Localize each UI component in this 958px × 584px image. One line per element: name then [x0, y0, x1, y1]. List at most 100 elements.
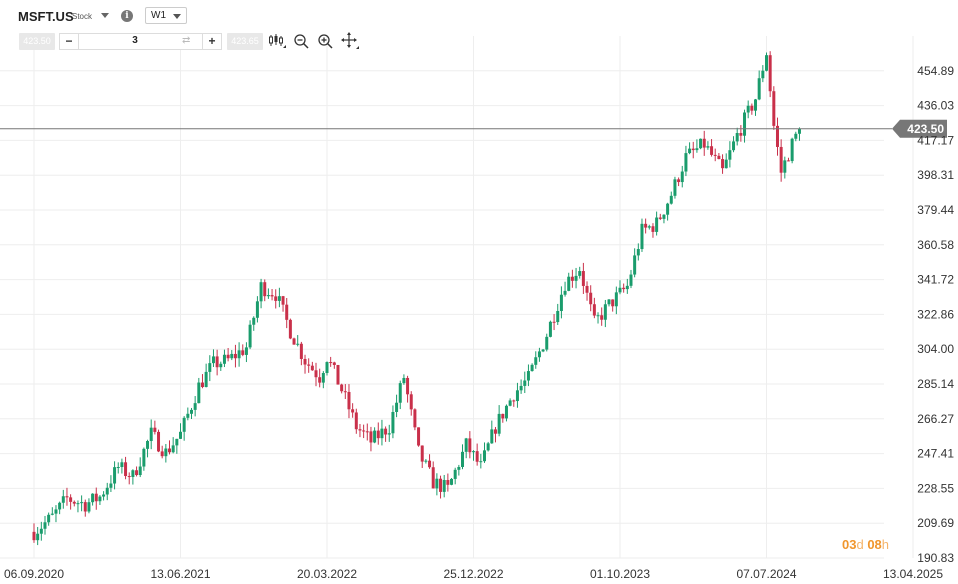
candle-body: [292, 338, 296, 345]
candle-body: [409, 394, 413, 410]
candle-body: [91, 493, 95, 503]
candle-body: [666, 203, 670, 215]
candle-body: [186, 413, 190, 418]
candle-body: [343, 391, 347, 393]
candle-body: [307, 364, 311, 366]
info-icon[interactable]: i: [121, 10, 133, 22]
chart-type-candles-icon[interactable]: [268, 32, 286, 50]
candle-body: [424, 460, 428, 462]
decrease-quantity-button[interactable]: −: [60, 34, 79, 49]
candle-body: [164, 448, 168, 457]
candle-body: [193, 403, 197, 410]
candle-body: [570, 276, 574, 281]
candle-body: [277, 296, 281, 301]
candle-body: [717, 155, 721, 160]
candle-body: [39, 528, 43, 534]
x-tick-label: 20.03.2022: [297, 567, 357, 581]
candle-countdown: 03d 08h: [842, 537, 889, 552]
candle-body: [398, 383, 402, 403]
timeframe-value: W1: [151, 10, 166, 21]
symbol-dropdown-icon[interactable]: [101, 13, 109, 18]
candle-body: [596, 315, 600, 317]
candle-body: [270, 295, 274, 297]
candle-body: [519, 385, 523, 391]
symbol-type: Stock: [72, 12, 93, 21]
timeframe-select[interactable]: W1: [145, 7, 187, 24]
candle-body: [442, 480, 446, 492]
crosshair-icon[interactable]: [341, 32, 359, 50]
candle-body: [116, 467, 120, 469]
current-price-line: 423.50: [0, 119, 947, 138]
candle-body: [490, 429, 494, 444]
swap-icon[interactable]: ⇄: [182, 35, 191, 46]
candle-body: [197, 382, 201, 404]
buy-price-button[interactable]: 423.65: [227, 33, 263, 50]
candle-body: [365, 431, 369, 433]
candle-body: [684, 153, 688, 172]
candle-body: [189, 409, 193, 414]
y-axis: 454.89 436.03 417.17 398.31 379.44 360.58 341.…: [917, 64, 954, 565]
y-tick-label: 322.86: [917, 307, 954, 321]
increase-quantity-button[interactable]: +: [202, 34, 221, 49]
candle-body: [285, 304, 289, 320]
candle-body: [142, 448, 146, 467]
candle-body: [464, 438, 468, 452]
quantity-stepper[interactable]: − 3 ⇄ +: [59, 33, 222, 50]
candle-body: [417, 427, 421, 446]
candle-body: [537, 351, 541, 358]
candle-body: [581, 271, 585, 286]
candle-body: [541, 349, 545, 352]
candle-body: [336, 364, 340, 385]
candle-body: [310, 365, 314, 371]
candle-body: [109, 483, 113, 488]
candle-body: [204, 371, 208, 388]
zoom-in-icon[interactable]: [316, 32, 334, 50]
quantity-value[interactable]: 3: [132, 35, 138, 46]
candle-body: [699, 138, 703, 149]
candle-body: [493, 429, 497, 434]
candle-body: [208, 363, 212, 372]
candle-body: [713, 154, 717, 156]
candle-body: [721, 159, 725, 169]
candle-body: [625, 285, 629, 290]
candle-body: [288, 319, 292, 339]
symbol-name[interactable]: MSFT.US: [18, 9, 74, 24]
candle-body: [592, 304, 596, 316]
candle-body: [296, 343, 300, 345]
candle-body: [36, 533, 40, 541]
candle-body: [83, 502, 87, 512]
candle-body: [113, 467, 117, 484]
candle-body: [120, 462, 124, 468]
candle-body: [299, 343, 303, 359]
candle-body: [391, 411, 395, 434]
candle-body: [779, 146, 783, 173]
chart-grid: [0, 36, 914, 559]
candle-body: [263, 282, 267, 297]
price-tag-label: 423.50: [907, 122, 944, 136]
candle-body: [362, 430, 366, 432]
candle-body: [640, 223, 644, 250]
candle-body: [413, 409, 417, 428]
candle-body: [80, 502, 84, 504]
candle-body: [633, 255, 637, 275]
candle-body: [358, 429, 362, 431]
countdown-hours: 08: [867, 537, 882, 552]
candle-body: [691, 148, 695, 151]
zoom-out-icon[interactable]: [292, 32, 310, 50]
candle-body: [574, 275, 578, 281]
candle-body: [351, 409, 355, 413]
candle-body: [508, 400, 512, 406]
sell-price-button[interactable]: 423.50: [19, 33, 55, 50]
candle-body: [354, 412, 358, 430]
y-tick-label: 417.17: [917, 133, 954, 147]
x-tick-label: 13.06.2021: [150, 567, 210, 581]
candle-body: [794, 133, 798, 139]
x-tick-label: 25.12.2022: [443, 567, 503, 581]
candle-body: [248, 324, 252, 348]
candle-body: [548, 321, 552, 337]
candle-body: [94, 493, 98, 502]
candle-body: [146, 441, 150, 449]
candle-body: [182, 417, 186, 432]
chevron-down-icon: [173, 14, 181, 19]
